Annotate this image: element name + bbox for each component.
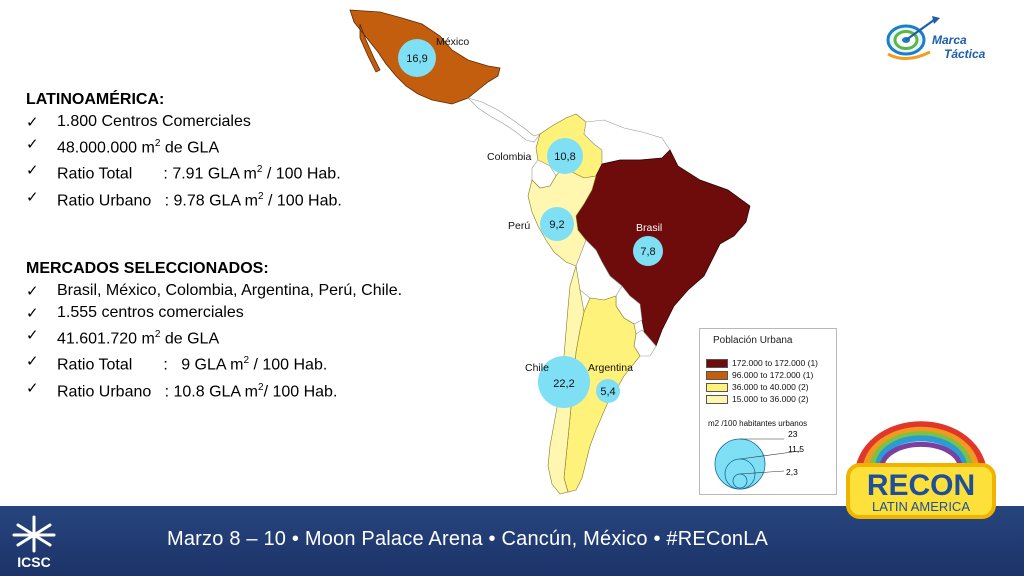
bubble-brasil — [633, 236, 663, 266]
superscript: 2 — [258, 190, 264, 202]
legend-title: Población Urbana — [713, 335, 793, 346]
checkmark-icon: ✓ — [26, 282, 39, 300]
bullet-text: Ratio Total : 7.91 GLA m — [57, 165, 257, 183]
bullet-text: Brasil, México, Colombia, Argentina, Per… — [57, 282, 403, 299]
label-peru: Perú — [508, 220, 530, 232]
bullet-text-suffix: / 100 Hab. — [263, 382, 338, 400]
bullet-text: 41.601.720 m — [57, 330, 155, 348]
bullet-text-suffix: / 100 Hab. — [263, 191, 342, 209]
footer-event-text: Marzo 8 – 10 • Moon Palace Arena • Cancú… — [167, 528, 769, 550]
superscript: 2 — [256, 164, 263, 176]
bubble-colombia — [547, 138, 583, 174]
legend-label: 36.000 to 40.000 (2) — [732, 382, 809, 392]
checkmark-icon: ✓ — [26, 187, 39, 206]
value-brasil: 7,8 — [640, 246, 655, 258]
label-colombia: Colombia — [487, 151, 532, 163]
bullet-item: ✓ 48.000.000 m2 de GLA — [26, 133, 342, 159]
checkmark-icon: ✓ — [26, 352, 39, 371]
recon-latin-america-logo: RECON LATIN AMERICA — [846, 421, 996, 519]
bullet-text: 1.555 centros comerciales — [57, 304, 244, 321]
legend-size-circles: 23 11,5 2,3 — [714, 429, 804, 490]
latin-america-map: 16,9 10,8 9,2 7,8 22,2 5,4 México Colomb… — [349, 9, 751, 495]
checkmark-icon: ✓ — [26, 113, 39, 131]
marca-tactica-logo: Marca Táctica — [886, 16, 986, 61]
checkmark-icon: ✓ — [26, 161, 39, 180]
map-legend: Población Urbana 172.000 to 172.000 (1) … — [699, 328, 837, 495]
label-brasil: Brasil — [636, 222, 662, 234]
bullet-item: ✓ 1.800 Centros Comerciales — [26, 111, 342, 133]
bullet-item: ✓ Ratio Urbano : 10.8 GLA m2/ 100 Hab. — [26, 377, 402, 403]
legend-row: 15.000 to 36.000 (2) — [706, 394, 809, 405]
value-peru: 9,2 — [549, 219, 564, 231]
bullet-text-suffix: de GLA — [160, 139, 220, 157]
icsc-logo: ICSC — [12, 515, 56, 570]
latam-heading: LATINOAMÉRICA: — [26, 91, 165, 108]
bullet-item: ✓ 1.555 centros comerciales — [26, 302, 402, 324]
superscript: 2 — [258, 381, 264, 393]
icsc-text: ICSC — [17, 554, 50, 570]
checkmark-icon: ✓ — [26, 304, 39, 322]
bullet-text-suffix: / 100 Hab. — [262, 165, 341, 183]
bullet-text: Ratio Urbano : 9.78 GLA m — [57, 191, 258, 209]
legend-size-11: 11,5 — [788, 444, 804, 454]
recon-title: RECON — [867, 469, 975, 502]
bullet-text: Ratio Urbano : 10.8 GLA m — [57, 382, 258, 400]
legend-row: 36.000 to 40.000 (2) — [706, 382, 809, 393]
central-america — [466, 97, 541, 143]
logo-line1: Marca — [932, 33, 967, 47]
superscript: 2 — [154, 138, 161, 149]
value-argentina: 5,4 — [600, 386, 615, 398]
bubble-mexico — [398, 39, 436, 77]
bullet-text: 48.000.000 m — [57, 139, 155, 157]
bullet-text-suffix: / 100 Hab. — [249, 356, 328, 374]
logo-line2: Táctica — [944, 47, 986, 61]
legend-swatch — [706, 395, 728, 405]
bullet-text: 1.800 Centros Comerciales — [57, 113, 251, 130]
superscript: 2 — [154, 329, 161, 340]
legend-size-23: 23 — [788, 429, 798, 439]
legend-label: 96.000 to 172.000 (1) — [732, 370, 814, 380]
bubble-peru — [540, 207, 574, 241]
legend-swatch — [706, 359, 728, 369]
footer-bar: Marzo 8 – 10 • Moon Palace Arena • Cancú… — [0, 506, 1024, 576]
label-argentina: Argentina — [588, 362, 633, 374]
bullet-item: ✓ Ratio Urbano : 9.78 GLA m2 / 100 Hab. — [26, 186, 342, 212]
bullet-item: ✓ Ratio Total : 7.91 GLA m2 / 100 Hab. — [26, 159, 342, 185]
bubble-chile — [538, 356, 590, 408]
bullet-text-suffix: de GLA — [160, 330, 220, 348]
legend-label: 15.000 to 36.000 (2) — [732, 394, 809, 404]
value-chile: 22,2 — [553, 378, 574, 390]
bullet-item: ✓ Brasil, México, Colombia, Argentina, Pe… — [26, 280, 402, 302]
value-mexico: 16,9 — [406, 53, 427, 65]
markets-list: ✓ Brasil, México, Colombia, Argentina, Pe… — [26, 280, 402, 403]
latam-summary: LATINOAMÉRICA: ✓ 1.800 Centros Comerciale… — [26, 89, 342, 212]
legend-swatch — [706, 371, 728, 381]
checkmark-icon: ✓ — [26, 135, 39, 153]
legend-size-2: 2,3 — [786, 467, 798, 477]
bullet-text: Ratio Total : 9 GLA m — [57, 356, 244, 374]
value-colombia: 10,8 — [554, 151, 575, 163]
label-mexico: México — [436, 36, 469, 48]
bubble-argentina — [596, 379, 620, 403]
bullet-item: ✓ 41.601.720 m2 de GLA — [26, 324, 402, 350]
superscript: 2 — [243, 355, 250, 367]
label-chile: Chile — [525, 362, 549, 374]
legend-size-title: m2 /100 habitantes urbanos — [708, 419, 808, 428]
legend-label: 172.000 to 172.000 (1) — [732, 358, 819, 368]
checkmark-icon: ✓ — [26, 378, 39, 397]
markets-heading: MERCADOS SELECCIONADOS: — [26, 260, 269, 277]
legend-swatch — [706, 383, 728, 393]
bullet-item: ✓ Ratio Total : 9 GLA m2 / 100 Hab. — [26, 350, 402, 376]
checkmark-icon: ✓ — [26, 326, 39, 344]
recon-subtitle: LATIN AMERICA — [872, 499, 970, 514]
markets-summary: MERCADOS SELECCIONADOS: ✓ Brasil, México,… — [26, 258, 402, 403]
legend-row: 96.000 to 172.000 (1) — [706, 370, 814, 381]
legend-row: 172.000 to 172.000 (1) — [706, 358, 819, 369]
latam-list: ✓ 1.800 Centros Comerciales ✓ 48.000.000 m2… — [26, 111, 342, 212]
